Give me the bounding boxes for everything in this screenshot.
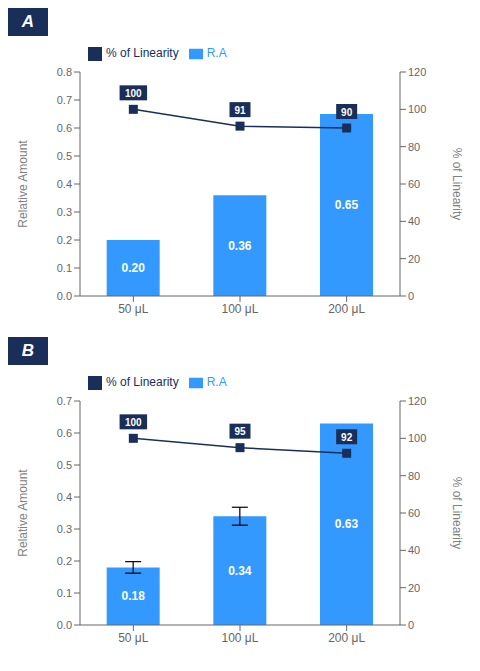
svg-text:60: 60 — [408, 178, 420, 190]
html-text:R.A: R.A — [206, 46, 227, 60]
svg-text:Relative Amount: Relative Amount — [16, 140, 30, 228]
svg-text:0.8: 0.8 — [57, 66, 72, 78]
svg-text:200 μL: 200 μL — [328, 631, 365, 645]
svg-text:% of Linearity: % of Linearity — [450, 477, 464, 550]
svg-text:0.0: 0.0 — [57, 619, 72, 631]
svg-text:0.1: 0.1 — [57, 587, 72, 599]
svg-text:0.20: 0.20 — [121, 261, 145, 275]
html-text:% of Linearity: % of Linearity — [106, 375, 179, 389]
svg-text:100: 100 — [125, 88, 142, 99]
svg-text:0: 0 — [408, 619, 414, 631]
svg-text:100: 100 — [125, 417, 142, 428]
svg-text:0.18: 0.18 — [121, 589, 145, 603]
svg-text:50 μL: 50 μL — [118, 631, 149, 645]
svg-text:0.65: 0.65 — [335, 198, 359, 212]
svg-text:0.3: 0.3 — [57, 206, 72, 218]
svg-text:0.6: 0.6 — [57, 427, 72, 439]
svg-text:0: 0 — [408, 290, 414, 302]
svg-text:0.3: 0.3 — [57, 523, 72, 535]
html-text:R.A: R.A — [206, 375, 227, 389]
svg-text:95: 95 — [234, 426, 246, 437]
svg-text:0.34: 0.34 — [228, 564, 252, 578]
svg-text:0.4: 0.4 — [57, 178, 72, 190]
svg-text:% of Linearity: % of Linearity — [450, 148, 464, 221]
svg-text:0.7: 0.7 — [57, 395, 72, 407]
svg-text:80: 80 — [408, 470, 420, 482]
svg-text:120: 120 — [408, 395, 426, 407]
svg-text:92: 92 — [341, 432, 353, 443]
svg-text:100: 100 — [408, 103, 426, 115]
svg-text:100 μL: 100 μL — [222, 302, 259, 316]
svg-text:20: 20 — [408, 582, 420, 594]
svg-text:200 μL: 200 μL — [328, 302, 365, 316]
svg-text:Relative Amount: Relative Amount — [16, 469, 30, 557]
svg-text:50 μL: 50 μL — [118, 302, 149, 316]
svg-text:0.1: 0.1 — [57, 262, 72, 274]
svg-text:90: 90 — [341, 107, 353, 118]
svg-text:0.0: 0.0 — [57, 290, 72, 302]
svg-text:0.36: 0.36 — [228, 239, 252, 253]
html-text:% of Linearity: % of Linearity — [106, 46, 179, 60]
svg-text:80: 80 — [408, 141, 420, 153]
svg-text:20: 20 — [408, 253, 420, 265]
svg-text:0.63: 0.63 — [335, 517, 359, 531]
svg-text:40: 40 — [408, 215, 420, 227]
svg-text:0.7: 0.7 — [57, 94, 72, 106]
html-text:B: B — [21, 341, 35, 360]
svg-text:120: 120 — [408, 66, 426, 78]
svg-text:40: 40 — [408, 544, 420, 556]
svg-text:0.4: 0.4 — [57, 491, 72, 503]
svg-text:100 μL: 100 μL — [222, 631, 259, 645]
svg-text:0.5: 0.5 — [57, 150, 72, 162]
svg-text:0.5: 0.5 — [57, 459, 72, 471]
svg-text:0.2: 0.2 — [57, 555, 72, 567]
svg-text:91: 91 — [234, 105, 246, 116]
svg-text:100: 100 — [408, 432, 426, 444]
svg-text:60: 60 — [408, 507, 420, 519]
html-text:A: A — [21, 12, 35, 31]
svg-text:0.6: 0.6 — [57, 122, 72, 134]
svg-text:0.2: 0.2 — [57, 234, 72, 246]
